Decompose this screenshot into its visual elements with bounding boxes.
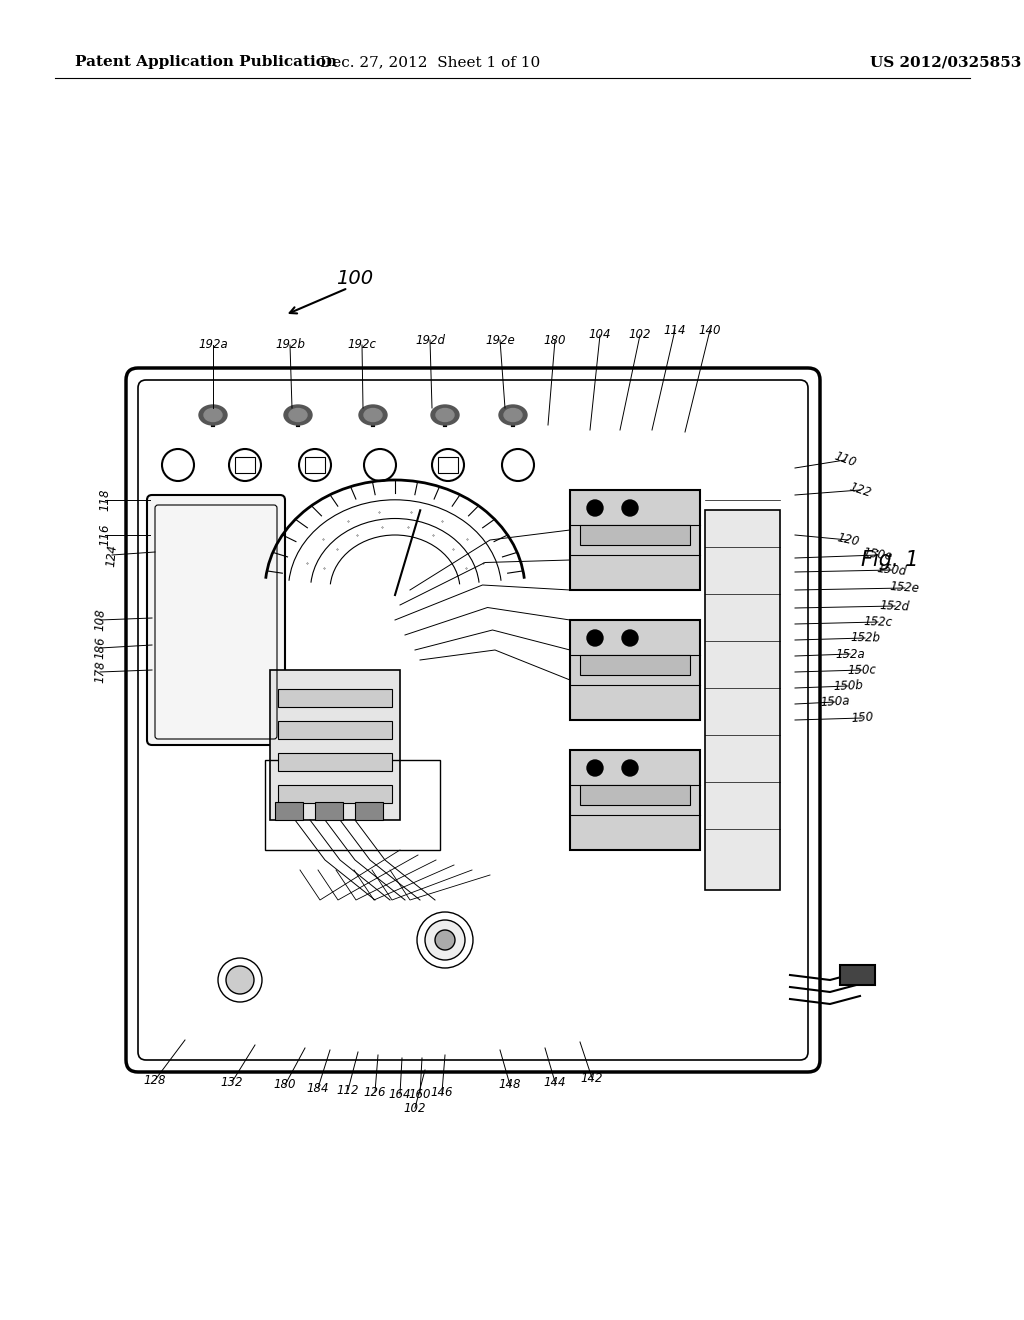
Bar xyxy=(265,760,440,850)
Text: 120: 120 xyxy=(836,532,860,549)
Circle shape xyxy=(417,912,473,968)
Bar xyxy=(278,752,392,771)
Bar xyxy=(438,457,458,473)
Bar xyxy=(315,803,343,820)
Ellipse shape xyxy=(431,405,459,425)
Circle shape xyxy=(587,760,603,776)
Bar xyxy=(278,689,392,708)
Text: 184: 184 xyxy=(307,1081,330,1094)
Text: 150c: 150c xyxy=(848,663,877,677)
Text: 192e: 192e xyxy=(485,334,515,346)
Text: Dec. 27, 2012  Sheet 1 of 10: Dec. 27, 2012 Sheet 1 of 10 xyxy=(319,55,540,69)
Text: 140: 140 xyxy=(698,323,721,337)
Circle shape xyxy=(587,630,603,645)
Text: 118: 118 xyxy=(98,488,112,511)
FancyBboxPatch shape xyxy=(147,495,285,744)
Text: 150: 150 xyxy=(850,710,873,725)
Text: 144: 144 xyxy=(544,1076,566,1089)
Text: 132: 132 xyxy=(221,1076,244,1089)
Text: 160: 160 xyxy=(409,1088,431,1101)
Bar xyxy=(580,525,690,545)
Text: 114: 114 xyxy=(664,323,686,337)
Text: 146: 146 xyxy=(431,1085,454,1098)
Text: 180: 180 xyxy=(544,334,566,346)
Text: 152d: 152d xyxy=(880,599,910,614)
Circle shape xyxy=(622,630,638,645)
Ellipse shape xyxy=(359,405,387,425)
Text: 152c: 152c xyxy=(863,615,893,630)
Bar xyxy=(270,671,400,820)
Text: 152a: 152a xyxy=(836,648,865,660)
Ellipse shape xyxy=(504,408,522,421)
Bar xyxy=(570,750,700,850)
Bar xyxy=(278,785,392,803)
Text: 152e: 152e xyxy=(890,581,921,595)
Text: 180: 180 xyxy=(273,1078,296,1092)
Text: 164: 164 xyxy=(389,1088,412,1101)
Text: 116: 116 xyxy=(98,524,112,546)
Text: 152b: 152b xyxy=(850,631,880,644)
Bar xyxy=(234,457,255,473)
Bar xyxy=(278,721,392,739)
Text: 192d: 192d xyxy=(415,334,445,346)
Bar xyxy=(840,965,874,985)
Text: 192b: 192b xyxy=(275,338,305,351)
Text: 124: 124 xyxy=(104,544,120,566)
Bar xyxy=(305,457,325,473)
Bar xyxy=(355,803,383,820)
Text: 100: 100 xyxy=(337,268,374,288)
Ellipse shape xyxy=(499,405,527,425)
Text: 192a: 192a xyxy=(198,338,228,351)
Text: 192c: 192c xyxy=(347,338,377,351)
Circle shape xyxy=(218,958,262,1002)
Ellipse shape xyxy=(199,405,227,425)
Text: US 2012/0325853 A1: US 2012/0325853 A1 xyxy=(870,55,1024,69)
Text: 108: 108 xyxy=(93,609,106,631)
Text: Patent Application Publication: Patent Application Publication xyxy=(75,55,337,69)
Ellipse shape xyxy=(364,408,382,421)
Bar xyxy=(705,510,780,890)
Text: 150a: 150a xyxy=(820,694,850,709)
Text: 126: 126 xyxy=(364,1085,386,1098)
Circle shape xyxy=(622,500,638,516)
FancyBboxPatch shape xyxy=(126,368,820,1072)
Text: 104: 104 xyxy=(589,329,611,342)
Text: 110: 110 xyxy=(833,450,858,470)
Ellipse shape xyxy=(204,408,222,421)
Circle shape xyxy=(435,931,455,950)
Bar xyxy=(580,655,690,675)
Bar xyxy=(570,620,700,719)
Text: 186: 186 xyxy=(93,636,106,660)
Text: Fig. 1: Fig. 1 xyxy=(861,550,919,570)
Text: 128: 128 xyxy=(143,1073,166,1086)
Bar xyxy=(570,490,700,590)
Ellipse shape xyxy=(289,408,307,421)
Text: 150d: 150d xyxy=(877,562,907,578)
Text: 178: 178 xyxy=(93,660,106,684)
Text: 122: 122 xyxy=(847,480,872,500)
Text: 148: 148 xyxy=(499,1078,521,1092)
Text: 150b: 150b xyxy=(833,678,863,693)
Circle shape xyxy=(622,760,638,776)
Circle shape xyxy=(226,966,254,994)
Bar xyxy=(275,803,303,820)
Text: 102: 102 xyxy=(403,1101,426,1114)
Text: 102: 102 xyxy=(629,329,651,342)
Text: 112: 112 xyxy=(337,1084,359,1097)
Text: 150e: 150e xyxy=(862,546,894,564)
Bar xyxy=(580,785,690,805)
Circle shape xyxy=(587,500,603,516)
Circle shape xyxy=(425,920,465,960)
Ellipse shape xyxy=(436,408,454,421)
Text: 142: 142 xyxy=(581,1072,603,1085)
Ellipse shape xyxy=(284,405,312,425)
